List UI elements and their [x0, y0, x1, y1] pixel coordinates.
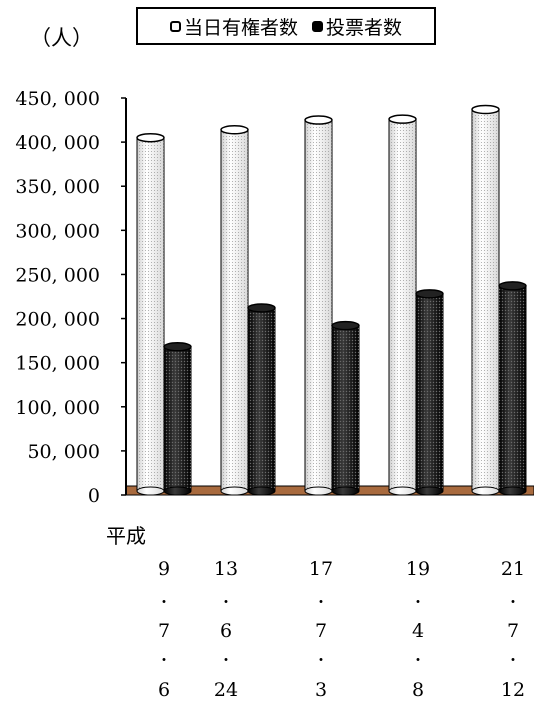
category-month: 7 [507, 620, 519, 642]
y-tick-label: 0 [88, 485, 100, 507]
bar-texture [164, 346, 191, 491]
bar-top [136, 132, 165, 143]
category-month: 7 [315, 620, 327, 642]
bar-texture [305, 120, 332, 492]
legend: 当日有権者数 投票者数 [136, 7, 436, 45]
bar-texture [389, 119, 416, 491]
y-tick-label: 50, 000 [27, 441, 100, 463]
bar-top [415, 289, 444, 299]
legend-swatch-eligible [169, 20, 181, 32]
y-tick-label: 400, 000 [15, 132, 100, 154]
bar-base [220, 486, 249, 496]
bar-base [498, 486, 527, 496]
legend-label-voters: 投票者数 [326, 16, 403, 39]
bar-top [304, 115, 333, 125]
bar-top [388, 114, 417, 124]
category-day: 8 [412, 679, 424, 701]
category-day: 24 [214, 679, 238, 701]
bar-top [247, 303, 276, 313]
bar-base [163, 486, 192, 496]
y-tick-label: 100, 000 [15, 397, 100, 419]
bar-base [388, 486, 417, 496]
bar-texture [416, 293, 443, 491]
category-year: 9 [158, 558, 170, 580]
y-tick-label: 250, 000 [15, 264, 100, 286]
category-separator: ・ [157, 595, 171, 611]
category-month: 4 [412, 620, 424, 642]
category-month: 6 [220, 620, 232, 642]
bar-texture [248, 307, 275, 491]
category-year: 21 [501, 558, 525, 580]
y-tick-label: 200, 000 [15, 309, 100, 331]
bar-base [471, 486, 500, 496]
bar-base [331, 486, 360, 496]
y-tick-label: 350, 000 [15, 176, 100, 198]
bar-base [304, 486, 333, 496]
bar-texture [499, 285, 526, 491]
category-year: 19 [406, 558, 430, 580]
category-day: 12 [501, 679, 525, 701]
bar-base [247, 486, 276, 496]
bar-texture [221, 129, 248, 491]
category-separator: ・ [506, 595, 520, 611]
category-day: 6 [158, 679, 170, 701]
bar-texture [472, 109, 499, 492]
legend-swatch-voters [312, 20, 323, 32]
bar-top [471, 104, 500, 115]
category-separator: ・ [506, 653, 520, 669]
bar-top [163, 342, 192, 352]
category-year: 17 [309, 558, 333, 580]
bar-texture [332, 325, 359, 491]
category-day: 3 [315, 679, 327, 701]
category-separator: ・ [411, 595, 425, 611]
y-unit-label: （人） [30, 26, 93, 50]
legend-label-eligible: 当日有権者数 [183, 16, 298, 39]
category-separator: ・ [314, 595, 328, 611]
y-tick-label: 300, 000 [15, 220, 100, 242]
era-label: 平成 [106, 524, 146, 548]
category-separator: ・ [219, 653, 233, 669]
bar-top [331, 320, 360, 331]
bar-top [498, 281, 527, 291]
bar-texture [137, 137, 164, 491]
legend-item-eligible: 当日有権者数 [169, 13, 298, 40]
legend-item-voters: 投票者数 [312, 13, 402, 40]
y-tick-label: 150, 000 [15, 353, 100, 375]
bar-base [136, 486, 165, 496]
bar-top [220, 125, 249, 135]
category-separator: ・ [157, 653, 171, 669]
category-separator: ・ [411, 653, 425, 669]
category-month: 7 [158, 620, 170, 642]
category-separator: ・ [314, 653, 328, 669]
category-separator: ・ [219, 595, 233, 611]
bar-base [415, 486, 444, 496]
category-year: 13 [214, 558, 238, 580]
y-tick-label: 450, 000 [15, 88, 100, 110]
